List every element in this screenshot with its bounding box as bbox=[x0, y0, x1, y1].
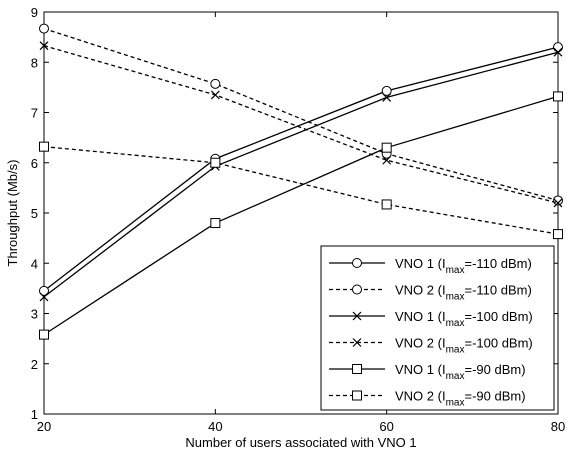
y-axis-label: Throughput (Mb/s) bbox=[5, 160, 20, 267]
legend-label-sub: max bbox=[446, 345, 465, 356]
data-point bbox=[553, 91, 563, 102]
legend-entry: VNO 1 (Imax=-100 dBm) bbox=[329, 309, 533, 329]
legend-label-prefix: VNO 2 (I bbox=[395, 336, 446, 351]
y-tick-label: 3 bbox=[31, 307, 38, 322]
legend-label-sub: max bbox=[446, 371, 465, 382]
data-point bbox=[382, 93, 392, 102]
x-marker-stroke bbox=[553, 47, 563, 57]
legend-entry: VNO 2 (Imax=-110 dBm) bbox=[329, 283, 532, 303]
legend-label: VNO 2 (Imax=-100 dBm) bbox=[395, 336, 533, 356]
legend-label: VNO 2 (Imax=-90 dBm) bbox=[395, 389, 526, 409]
series-line bbox=[43, 95, 559, 336]
y-tick-label: 4 bbox=[31, 256, 38, 271]
legend-label-sub: max bbox=[446, 292, 465, 303]
x-marker-stroke bbox=[382, 93, 392, 102]
x-marker-stroke bbox=[352, 311, 362, 321]
legend-label-suffix: =-90 dBm) bbox=[464, 362, 525, 377]
y-tick-label: 5 bbox=[31, 206, 38, 221]
data-point bbox=[381, 142, 392, 153]
y-tick-label: 7 bbox=[31, 106, 38, 121]
y-tick-label: 2 bbox=[31, 357, 38, 372]
series-line bbox=[43, 146, 559, 235]
series-line bbox=[43, 46, 559, 292]
legend-label-sub: max bbox=[446, 398, 465, 409]
data-point bbox=[210, 218, 221, 229]
series-layer bbox=[39, 23, 563, 340]
legend-label-sub: max bbox=[446, 318, 465, 329]
x-tick-label: 20 bbox=[37, 419, 51, 434]
legend-marker bbox=[352, 284, 362, 295]
data-point bbox=[39, 141, 49, 152]
data-point bbox=[39, 285, 49, 296]
legend-marker bbox=[352, 364, 362, 374]
data-point bbox=[39, 292, 49, 302]
series-5 bbox=[39, 91, 563, 340]
series-line bbox=[43, 45, 559, 204]
x-marker-stroke bbox=[39, 292, 49, 302]
series-4 bbox=[39, 41, 563, 208]
legend-label-suffix: =-100 dBm) bbox=[464, 309, 532, 324]
legend-label: VNO 1 (Imax=-110 dBm) bbox=[395, 256, 532, 276]
y-tick-label: 6 bbox=[31, 156, 38, 171]
legend-label-suffix: =-110 dBm) bbox=[464, 283, 531, 298]
x-marker-stroke bbox=[352, 338, 362, 347]
data-point bbox=[39, 23, 49, 34]
data-point bbox=[210, 78, 221, 89]
data-point bbox=[553, 42, 563, 53]
legend-label-suffix: =-100 dBm) bbox=[464, 336, 532, 351]
data-point bbox=[210, 157, 221, 168]
legend-marker bbox=[352, 338, 362, 347]
legend-box bbox=[320, 245, 555, 411]
data-point bbox=[381, 85, 392, 96]
data-point bbox=[553, 198, 563, 208]
x-tick-label: 60 bbox=[379, 419, 393, 434]
legend-label-prefix: VNO 1 (I bbox=[395, 309, 446, 324]
y-tick-label: 9 bbox=[31, 5, 38, 20]
series-line bbox=[43, 51, 559, 298]
x-marker-stroke bbox=[39, 41, 49, 51]
legend-entry: VNO 2 (Imax=-90 dBm) bbox=[329, 389, 526, 409]
y-tick-label: 1 bbox=[31, 407, 38, 422]
legend-entry: VNO 1 (Imax=-110 dBm) bbox=[329, 256, 532, 276]
legend: VNO 1 (Imax=-110 dBm)VNO 2 (Imax=-110 dB… bbox=[320, 245, 555, 411]
legend-marker bbox=[352, 390, 362, 401]
x-axis-label: Number of users associated with VNO 1 bbox=[185, 435, 416, 450]
legend-label-prefix: VNO 2 (I bbox=[395, 283, 446, 298]
legend-label-prefix: VNO 1 (I bbox=[395, 256, 446, 271]
x-tick-label: 40 bbox=[208, 419, 222, 434]
legend-label-prefix: VNO 1 (I bbox=[395, 362, 446, 377]
x-marker-stroke bbox=[382, 155, 392, 165]
legend-label-sub: max bbox=[446, 265, 465, 276]
data-point bbox=[381, 199, 392, 210]
legend-label: VNO 1 (Imax=-90 dBm) bbox=[395, 362, 526, 382]
legend-marker bbox=[352, 311, 362, 321]
x-marker-stroke bbox=[210, 90, 220, 100]
data-point bbox=[39, 41, 49, 51]
legend-label: VNO 1 (Imax=-100 dBm) bbox=[395, 309, 533, 329]
legend-label-prefix: VNO 2 (I bbox=[395, 389, 446, 404]
legend-label: VNO 2 (Imax=-110 dBm) bbox=[395, 283, 532, 303]
legend-entry: VNO 1 (Imax=-90 dBm) bbox=[329, 362, 526, 382]
y-tick-label: 8 bbox=[31, 55, 38, 70]
x-marker-stroke bbox=[553, 198, 563, 208]
data-point bbox=[382, 155, 392, 165]
data-point bbox=[39, 329, 49, 340]
legend-label-suffix: =-90 dBm) bbox=[464, 389, 525, 404]
legend-entry: VNO 2 (Imax=-100 dBm) bbox=[329, 336, 533, 356]
series-6 bbox=[39, 141, 563, 240]
x-tick-label: 80 bbox=[551, 419, 565, 434]
data-point bbox=[553, 229, 563, 240]
legend-label-suffix: =-110 dBm) bbox=[464, 256, 531, 271]
data-point bbox=[553, 47, 563, 57]
data-point bbox=[210, 90, 220, 100]
legend-marker bbox=[352, 258, 362, 268]
